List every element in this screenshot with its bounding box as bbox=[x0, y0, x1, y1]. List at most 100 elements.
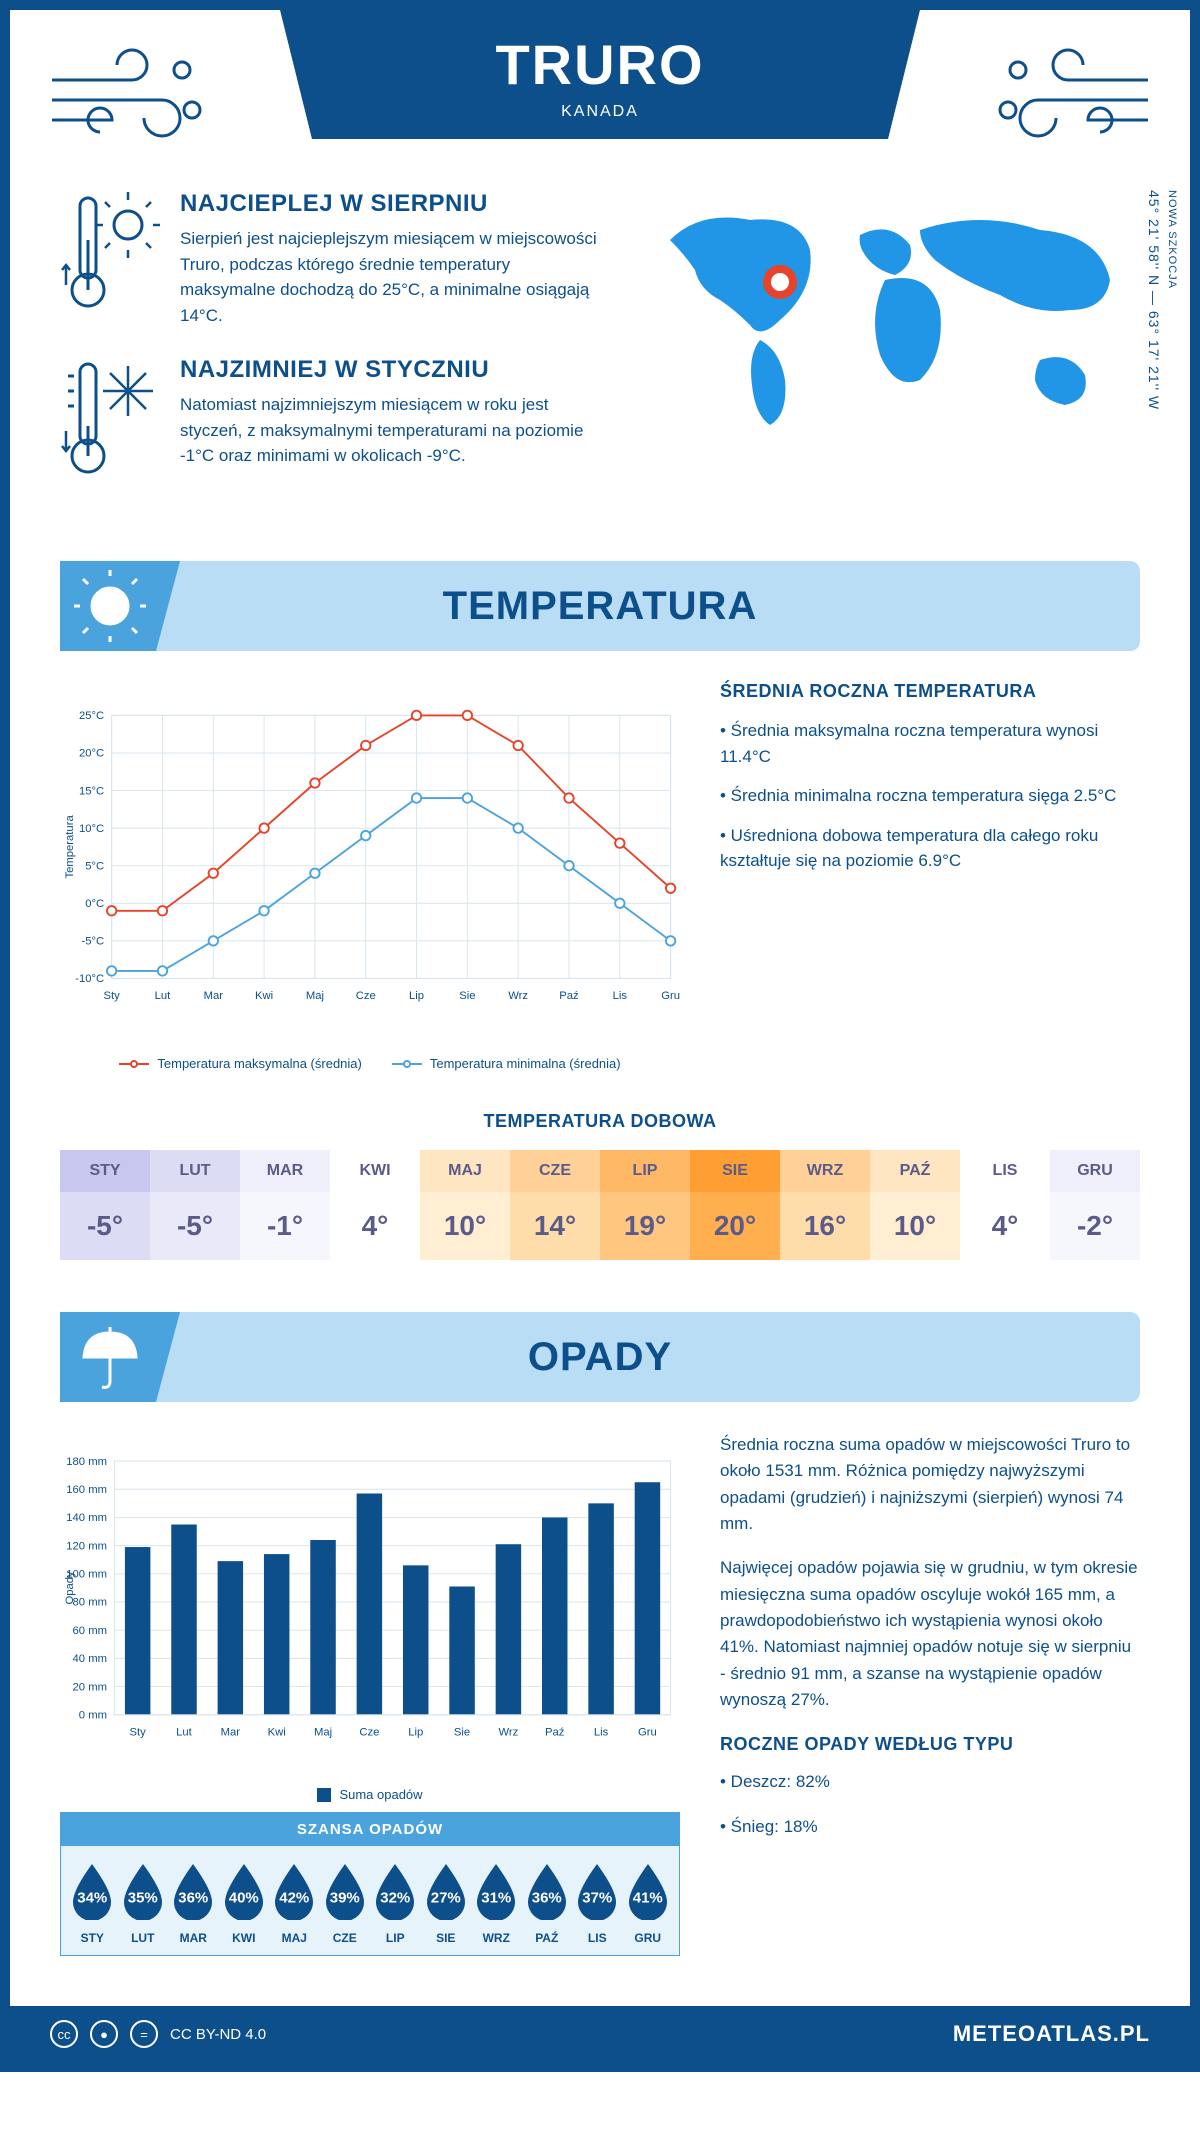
cold-text: Natomiast najzimniejszym miesiącem w rok… bbox=[180, 392, 610, 469]
chance-value: 37% bbox=[582, 1889, 612, 1906]
chance-cell: 35% LUT bbox=[118, 1860, 169, 1945]
drop-icon: 37% bbox=[572, 1860, 623, 1925]
svg-text:Wrz: Wrz bbox=[508, 990, 528, 1002]
svg-text:Lis: Lis bbox=[613, 990, 628, 1002]
coordinates: 45° 21' 58'' N — 63° 17' 21'' W bbox=[1146, 190, 1162, 410]
daily-cell: LUT -5° bbox=[150, 1150, 240, 1260]
svg-text:Lut: Lut bbox=[155, 990, 172, 1002]
chance-cell: 40% KWI bbox=[219, 1860, 270, 1945]
daily-month: MAR bbox=[240, 1150, 330, 1192]
chance-value: 32% bbox=[380, 1889, 410, 1906]
page: TRURO KANADA bbox=[0, 0, 1200, 2072]
hot-title: NAJCIEPLEJ W SIERPNIU bbox=[180, 190, 610, 218]
daily-value: -5° bbox=[150, 1192, 240, 1260]
chance-month: PAŹ bbox=[522, 1931, 573, 1945]
drop-icon: 35% bbox=[118, 1860, 169, 1925]
chance-cell: 42% MAJ bbox=[269, 1860, 320, 1945]
svg-text:160 mm: 160 mm bbox=[66, 1484, 107, 1496]
chance-month: MAR bbox=[168, 1931, 219, 1945]
chance-value: 35% bbox=[128, 1889, 158, 1906]
svg-text:Mar: Mar bbox=[221, 1726, 241, 1738]
hottest-block: NAJCIEPLEJ W SIERPNIU Sierpień jest najc… bbox=[60, 190, 610, 328]
daily-cell: MAJ 10° bbox=[420, 1150, 510, 1260]
daily-month: CZE bbox=[510, 1150, 600, 1192]
svg-text:5°C: 5°C bbox=[85, 860, 104, 872]
chance-month: LIS bbox=[572, 1931, 623, 1945]
precipitation-banner: OPADY bbox=[60, 1312, 1140, 1402]
chance-cell: 31% WRZ bbox=[471, 1860, 522, 1945]
chance-heading: SZANSA OPADÓW bbox=[61, 1813, 679, 1846]
chance-month: SIE bbox=[421, 1931, 472, 1945]
chance-box: SZANSA OPADÓW 34% STY 35% LUT 36% MAR 40… bbox=[60, 1812, 680, 1956]
daily-value: 19° bbox=[600, 1192, 690, 1260]
svg-text:10°C: 10°C bbox=[79, 823, 104, 835]
daily-cell: MAR -1° bbox=[240, 1150, 330, 1260]
svg-text:Paź: Paź bbox=[559, 990, 579, 1002]
daily-month: LIS bbox=[960, 1150, 1050, 1192]
type-bullet: • Deszcz: 82% bbox=[720, 1769, 1140, 1795]
chance-month: WRZ bbox=[471, 1931, 522, 1945]
drop-icon: 27% bbox=[421, 1860, 472, 1925]
cc-icon: cc bbox=[50, 2020, 78, 2048]
thermometer-sun-icon bbox=[60, 190, 160, 328]
daily-cell: GRU -2° bbox=[1050, 1150, 1140, 1260]
svg-text:Lip: Lip bbox=[408, 1726, 423, 1738]
daily-cell: PAŹ 10° bbox=[870, 1150, 960, 1260]
daily-cell: WRZ 16° bbox=[780, 1150, 870, 1260]
daily-heading: TEMPERATURA DOBOWA bbox=[60, 1111, 1140, 1132]
temperature-banner: TEMPERATURA bbox=[60, 561, 1140, 651]
svg-text:Gru: Gru bbox=[638, 1726, 657, 1738]
intro-section: NAJCIEPLEJ W SIERPNIU Sierpień jest najc… bbox=[10, 190, 1190, 549]
svg-text:Kwi: Kwi bbox=[268, 1726, 286, 1738]
cold-title: NAJZIMNIEJ W STYCZNIU bbox=[180, 356, 610, 384]
daily-month: PAŹ bbox=[870, 1150, 960, 1192]
by-icon: ● bbox=[90, 2020, 118, 2048]
svg-text:0 mm: 0 mm bbox=[79, 1709, 107, 1721]
wind-icon bbox=[42, 40, 212, 155]
nd-icon: = bbox=[130, 2020, 158, 2048]
temp-bullet: • Uśredniona dobowa temperatura dla całe… bbox=[720, 823, 1140, 874]
svg-text:Kwi: Kwi bbox=[255, 990, 273, 1002]
daily-month: MAJ bbox=[420, 1150, 510, 1192]
daily-value: -2° bbox=[1050, 1192, 1140, 1260]
chance-value: 42% bbox=[279, 1889, 309, 1906]
header-banner: TRURO KANADA bbox=[280, 10, 920, 139]
license-block: cc ● = CC BY-ND 4.0 bbox=[50, 2020, 266, 2048]
chance-month: MAJ bbox=[269, 1931, 320, 1945]
drop-icon: 34% bbox=[67, 1860, 118, 1925]
world-map: 45° 21' 58'' N — 63° 17' 21'' W NOWA SZK… bbox=[640, 190, 1140, 519]
precipitation-info: Średnia roczna suma opadów w miejscowośc… bbox=[720, 1432, 1140, 1956]
svg-text:20 mm: 20 mm bbox=[73, 1681, 107, 1693]
drop-icon: 40% bbox=[219, 1860, 270, 1925]
legend-item: Temperatura maksymalna (średnia) bbox=[119, 1056, 361, 1071]
temperature-info: ŚREDNIA ROCZNA TEMPERATURA • Średnia mak… bbox=[720, 681, 1140, 1071]
daily-month: GRU bbox=[1050, 1150, 1140, 1192]
precipitation-body: 0 mm20 mm40 mm60 mm80 mm100 mm120 mm140 … bbox=[10, 1432, 1190, 1976]
svg-text:Sty: Sty bbox=[130, 1726, 147, 1738]
precip-para1: Średnia roczna suma opadów w miejscowośc… bbox=[720, 1432, 1140, 1537]
chance-month: KWI bbox=[219, 1931, 270, 1945]
svg-text:40 mm: 40 mm bbox=[73, 1653, 107, 1665]
precip-para2: Najwięcej opadów pojawia się w grudniu, … bbox=[720, 1555, 1140, 1713]
chance-month: LIP bbox=[370, 1931, 421, 1945]
svg-text:Sty: Sty bbox=[104, 990, 121, 1002]
legend-label: Temperatura minimalna (średnia) bbox=[430, 1056, 621, 1071]
chance-cell: 39% CZE bbox=[320, 1860, 371, 1945]
chance-cell: 36% MAR bbox=[168, 1860, 219, 1945]
thermometer-snow-icon bbox=[60, 356, 160, 491]
chance-value: 34% bbox=[77, 1889, 107, 1906]
daily-cell: CZE 14° bbox=[510, 1150, 600, 1260]
daily-cell: LIP 19° bbox=[600, 1150, 690, 1260]
temp-bullet: • Średnia maksymalna roczna temperatura … bbox=[720, 718, 1140, 769]
header: TRURO KANADA bbox=[10, 10, 1190, 190]
svg-text:Paź: Paź bbox=[545, 1726, 565, 1738]
drop-icon: 36% bbox=[522, 1860, 573, 1925]
svg-text:-10°C: -10°C bbox=[75, 973, 104, 985]
svg-text:Gru: Gru bbox=[661, 990, 680, 1002]
chance-value: 40% bbox=[229, 1889, 259, 1906]
daily-cell: SIE 20° bbox=[690, 1150, 780, 1260]
drop-icon: 36% bbox=[168, 1860, 219, 1925]
daily-value: 10° bbox=[420, 1192, 510, 1260]
footer: cc ● = CC BY-ND 4.0 METEOATLAS.PL bbox=[10, 2006, 1190, 2062]
chance-month: LUT bbox=[118, 1931, 169, 1945]
